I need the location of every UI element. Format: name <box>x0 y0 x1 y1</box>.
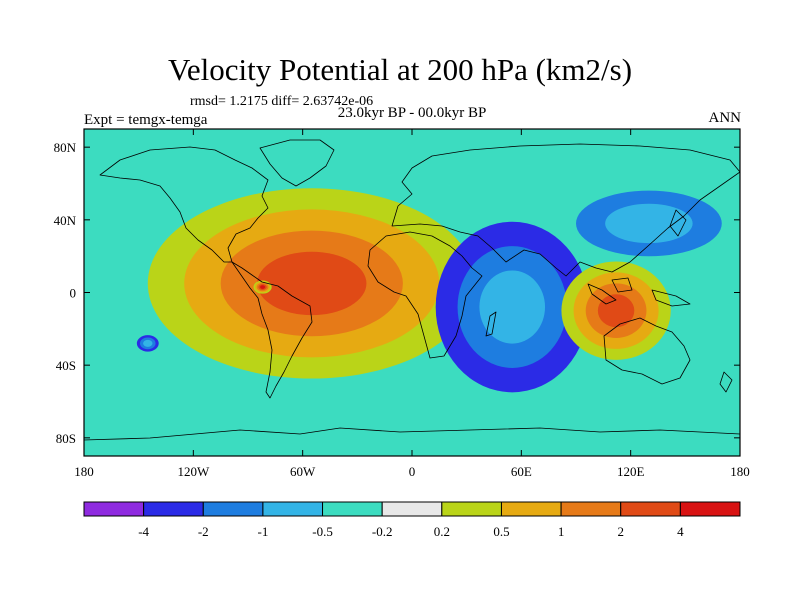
colorbar-box <box>262 501 324 517</box>
colorbar-label: 4 <box>677 524 684 539</box>
y-tick-label: 0 <box>70 286 77 301</box>
colorbar-box <box>441 501 502 517</box>
x-tick-label: 120E <box>617 464 645 479</box>
y-tick-label: 40S <box>56 358 76 373</box>
colorbar-box <box>143 501 204 517</box>
colorbar-label: 1 <box>558 524 565 539</box>
contour-south-pacific-minimum-2 <box>143 339 153 347</box>
colorbar-label: -0.2 <box>372 524 393 539</box>
contour-central-american-peak-4 <box>260 285 266 289</box>
stats-label: rmsd= 1.2175 diff= 2.63742e-06 <box>190 94 374 109</box>
colorbar-label: -4 <box>138 524 149 539</box>
colorbar-box <box>560 501 622 517</box>
colorbar-label: -2 <box>198 524 209 539</box>
colorbar-box <box>381 501 443 517</box>
y-tick-label: 80N <box>54 140 77 155</box>
x-tick-label: 120W <box>177 464 210 479</box>
colorbar-box <box>620 501 681 517</box>
colorbar: -4 -2 -1 -0.5 -0.2 0.2 0.5 1 2 4 <box>83 501 741 539</box>
x-tick-label: 0 <box>409 464 416 479</box>
colorbar-label: 2 <box>617 524 624 539</box>
colorbar-label: 0.2 <box>434 524 450 539</box>
contour-field <box>84 129 740 456</box>
x-tick-label: 180 <box>74 464 94 479</box>
colorbar-label: -0.5 <box>312 524 333 539</box>
colorbar-label: 0.5 <box>493 524 509 539</box>
colorbar-box <box>322 501 383 517</box>
map-axes: 180 120W 60W 0 60E 120E 180 80N 40N 0 40S 80S <box>54 129 750 479</box>
colorbar-box <box>679 501 741 517</box>
coastlines <box>84 139 740 441</box>
contour-indian-ocean-minimum-2 <box>479 270 546 344</box>
x-tick-label: 60W <box>290 464 316 479</box>
contour-maritime-continent-maximum-3 <box>597 294 635 328</box>
colorbar-label: -1 <box>257 524 268 539</box>
contour-north-pacific-minimum-1 <box>605 203 693 244</box>
x-tick-label: 60E <box>511 464 532 479</box>
colorbar-box <box>202 501 264 517</box>
period-label: 23.0kyr BP - 00.0kyr BP <box>337 105 487 121</box>
y-tick-label: 40N <box>54 213 77 228</box>
experiment-label: Expt = temgx-temga <box>84 112 208 128</box>
contour-atlantic-maximum-3 <box>257 251 367 316</box>
y-tick-label: 80S <box>56 431 76 446</box>
season-label: ANN <box>708 110 742 126</box>
colorbar-box <box>500 501 562 517</box>
colorbar-box <box>83 501 145 517</box>
x-tick-label: 180 <box>730 464 750 479</box>
chart-title: Velocity Potential at 200 hPa (km2/s) <box>167 52 633 87</box>
